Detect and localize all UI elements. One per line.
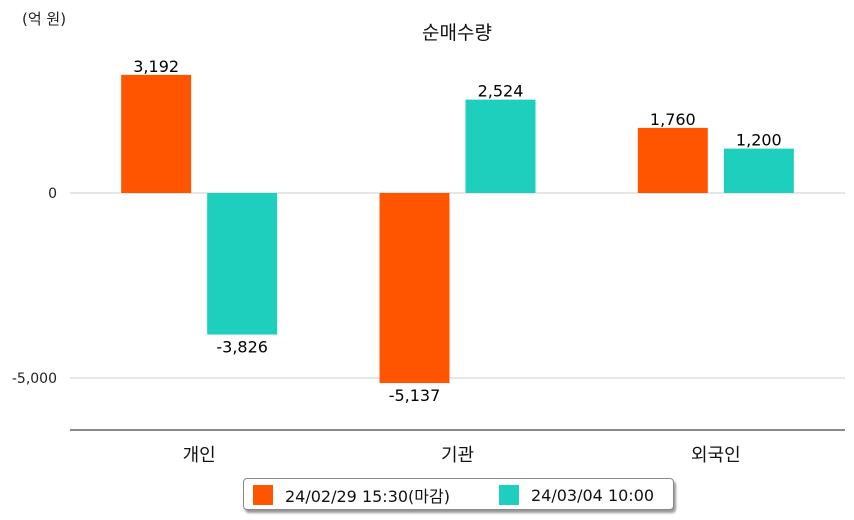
data-label: -3,826	[216, 338, 268, 357]
bar-2-개인[interactable]	[207, 193, 278, 335]
x-tick-label: 외국인	[691, 445, 741, 466]
legend-item-series-2[interactable]: 24/03/04 10:00	[499, 485, 654, 505]
legend-swatch-series-1	[253, 485, 273, 505]
bar-1-기관[interactable]	[379, 193, 450, 384]
y-tick-label: -5,000	[12, 371, 57, 387]
y-tick-label: 0	[48, 186, 57, 202]
data-label: 2,524	[478, 82, 524, 101]
data-label: -5,137	[389, 386, 441, 405]
legend-item-series-1[interactable]: 24/02/29 15:30(마감)	[253, 485, 450, 506]
unit-label: (억 원)	[22, 10, 67, 28]
bar-1-외국인[interactable]	[637, 127, 708, 193]
chart-title: 순매수량	[422, 22, 492, 44]
legend-swatch-series-2	[499, 485, 519, 505]
data-label: 3,192	[133, 57, 179, 76]
data-label: 1,200	[736, 131, 782, 150]
x-tick-label: 기관	[441, 445, 474, 466]
legend: 24/02/29 15:30(마감) 24/03/04 10:00	[243, 478, 674, 510]
legend-label-series-2: 24/03/04 10:00	[531, 485, 655, 505]
bar-2-외국인[interactable]	[723, 148, 794, 193]
x-tick-label: 개인	[183, 445, 216, 466]
bar-2-기관[interactable]	[465, 99, 536, 193]
data-label: 1,760	[650, 110, 696, 129]
bar-1-개인[interactable]	[121, 74, 192, 193]
legend-label-series-1: 24/02/29 15:30(마감)	[285, 487, 450, 506]
